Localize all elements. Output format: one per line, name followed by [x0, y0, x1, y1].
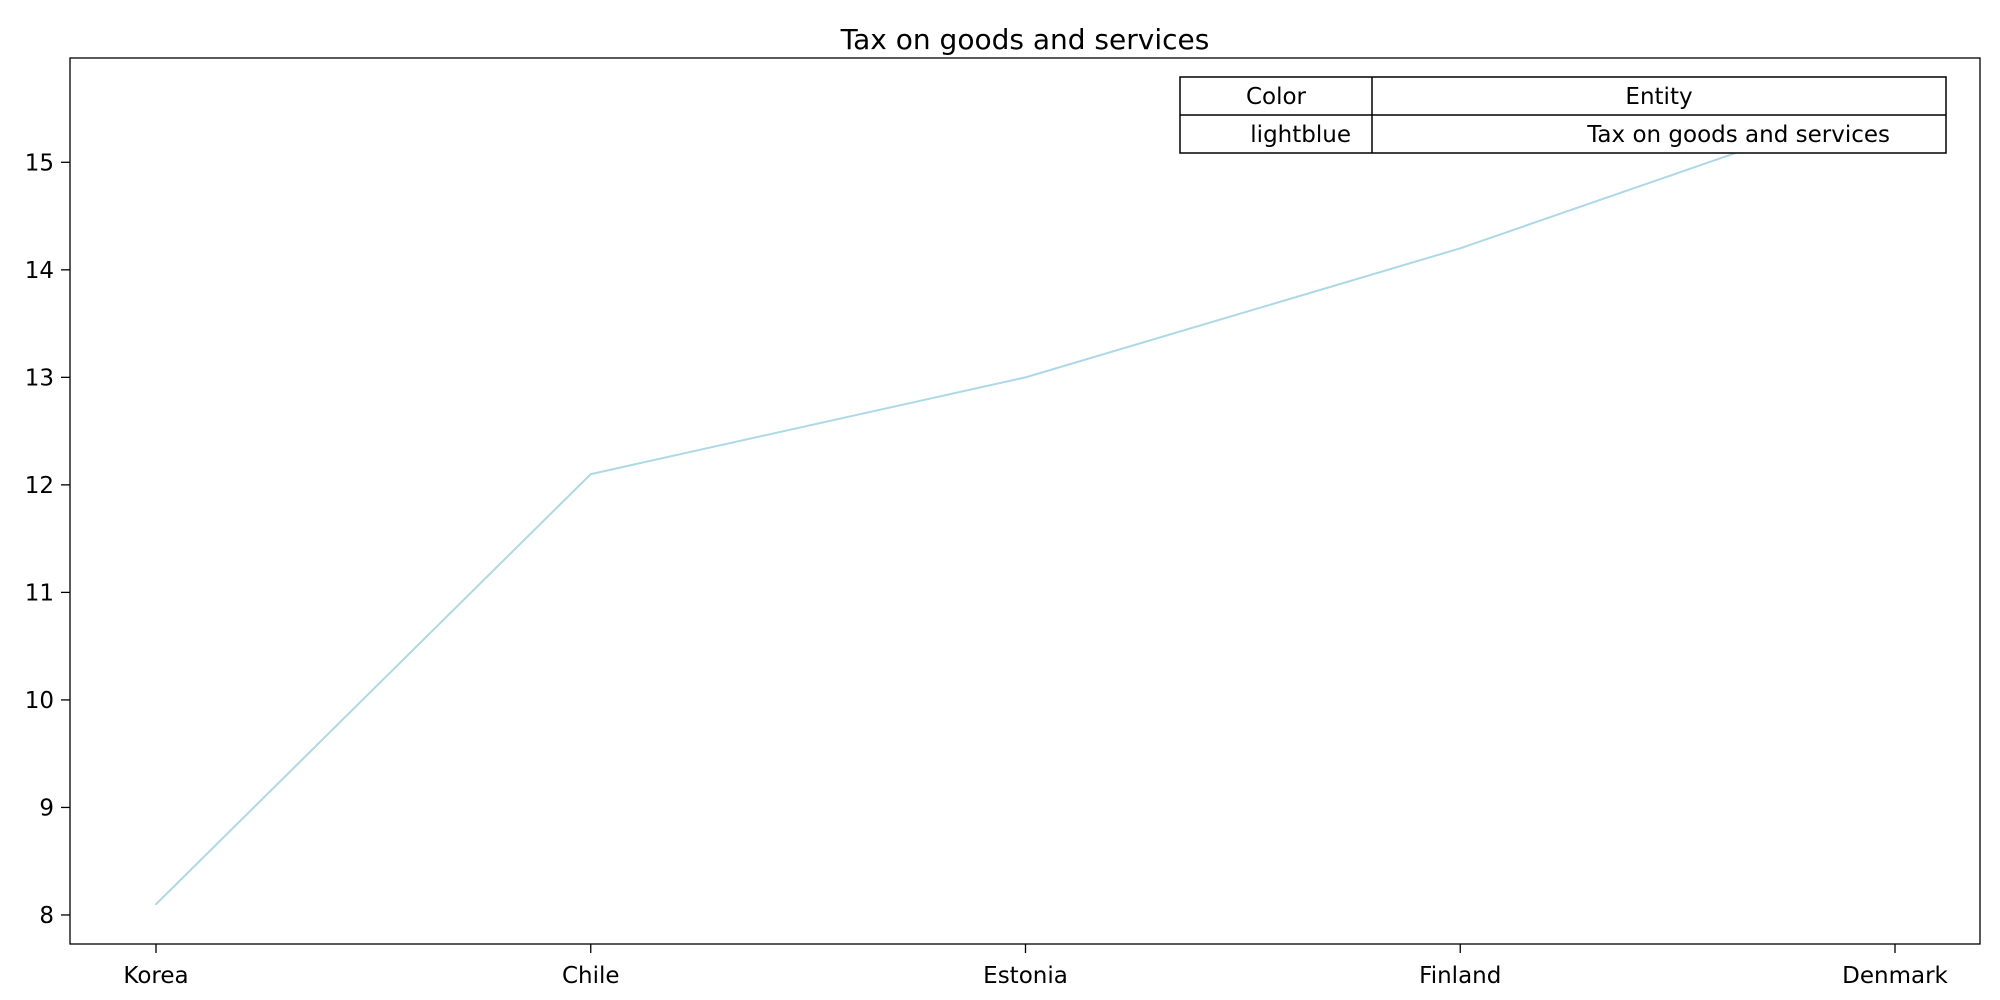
x-tick-label: Denmark: [1842, 963, 1948, 989]
y-axis: 8 9 10 11 12 13 14 15: [25, 150, 70, 929]
y-tick-label: 8: [39, 903, 54, 929]
y-tick-label: 15: [25, 150, 54, 176]
data-point: [1459, 247, 1462, 250]
legend-cell-entity: Tax on goods and services: [1586, 122, 1890, 148]
data-point: [155, 903, 157, 906]
legend-table: Color Entity lightblue Tax on goods and …: [1179, 76, 1947, 154]
legend-cell-color: lightblue: [1250, 122, 1351, 148]
y-tick-label: 10: [25, 688, 54, 714]
data-point: [589, 473, 592, 476]
data-point: [1024, 376, 1027, 379]
x-axis: Korea Chile Estonia Finland Denmark: [123, 944, 1949, 989]
chart-title: Tax on goods and services: [840, 23, 1210, 56]
x-tick-label: Korea: [123, 963, 188, 989]
y-tick-label: 11: [25, 580, 54, 606]
legend-header-entity: Entity: [1625, 84, 1692, 110]
x-tick-label: Estonia: [983, 963, 1068, 989]
series-layer: [155, 96, 1896, 906]
x-tick-label: Chile: [562, 963, 620, 989]
legend-header-color: Color: [1246, 84, 1307, 110]
y-tick-label: 13: [25, 365, 54, 391]
x-tick-label: Finland: [1419, 963, 1501, 989]
y-tick-label: 12: [25, 473, 54, 499]
y-tick-label: 9: [39, 795, 54, 821]
y-tick-label: 14: [25, 258, 54, 284]
